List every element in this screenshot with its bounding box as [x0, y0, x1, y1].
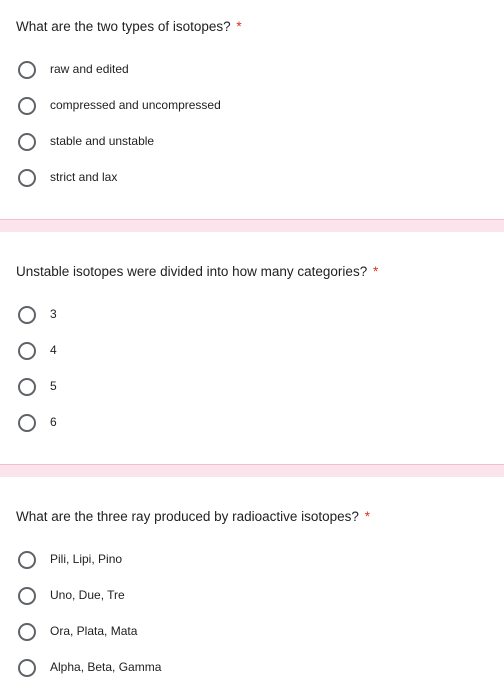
radio-icon[interactable]: [18, 551, 36, 569]
option-row[interactable]: compressed and uncompressed: [16, 91, 488, 121]
gap: [0, 478, 504, 490]
radio-icon[interactable]: [18, 659, 36, 677]
radio-icon[interactable]: [18, 61, 36, 79]
radio-icon[interactable]: [18, 133, 36, 151]
option-label: Alpha, Beta, Gamma: [50, 660, 161, 676]
required-asterisk: *: [365, 509, 370, 524]
radio-icon[interactable]: [18, 97, 36, 115]
option-row[interactable]: Uno, Due, Tre: [16, 581, 488, 611]
option-label: strict and lax: [50, 170, 117, 186]
question-text: Unstable isotopes were divided into how …: [16, 263, 488, 282]
radio-icon[interactable]: [18, 623, 36, 641]
option-row[interactable]: 5: [16, 372, 488, 402]
option-label: Ora, Plata, Mata: [50, 624, 137, 640]
question-label: What are the two types of isotopes?: [16, 19, 231, 34]
option-label: Pili, Lipi, Pino: [50, 552, 122, 568]
radio-icon[interactable]: [18, 342, 36, 360]
option-row[interactable]: raw and edited: [16, 55, 488, 85]
option-label: 6: [50, 415, 57, 431]
required-asterisk: *: [373, 264, 378, 279]
option-label: 3: [50, 307, 57, 323]
question-block: What are the three ray produced by radio…: [0, 490, 504, 699]
option-row[interactable]: Ora, Plata, Mata: [16, 617, 488, 647]
option-label: Uno, Due, Tre: [50, 588, 125, 604]
option-label: raw and edited: [50, 62, 129, 78]
option-row[interactable]: 6: [16, 408, 488, 438]
question-text: What are the two types of isotopes? *: [16, 18, 488, 37]
option-row[interactable]: 3: [16, 300, 488, 330]
radio-icon[interactable]: [18, 169, 36, 187]
required-asterisk: *: [236, 19, 241, 34]
option-label: stable and unstable: [50, 134, 154, 150]
option-row[interactable]: stable and unstable: [16, 127, 488, 157]
question-label: Unstable isotopes were divided into how …: [16, 264, 367, 279]
option-label: 5: [50, 379, 57, 395]
radio-icon[interactable]: [18, 306, 36, 324]
option-row[interactable]: Alpha, Beta, Gamma: [16, 653, 488, 683]
option-label: 4: [50, 343, 57, 359]
section-separator: [0, 219, 504, 233]
section-separator: [0, 464, 504, 478]
question-text: What are the three ray produced by radio…: [16, 508, 488, 527]
radio-icon[interactable]: [18, 414, 36, 432]
radio-icon[interactable]: [18, 587, 36, 605]
radio-icon[interactable]: [18, 378, 36, 396]
option-row[interactable]: Pili, Lipi, Pino: [16, 545, 488, 575]
option-row[interactable]: 4: [16, 336, 488, 366]
gap: [0, 233, 504, 245]
option-label: compressed and uncompressed: [50, 98, 221, 114]
question-block: What are the two types of isotopes? * ra…: [0, 0, 504, 209]
option-row[interactable]: strict and lax: [16, 163, 488, 193]
question-label: What are the three ray produced by radio…: [16, 509, 359, 524]
question-block: Unstable isotopes were divided into how …: [0, 245, 504, 454]
